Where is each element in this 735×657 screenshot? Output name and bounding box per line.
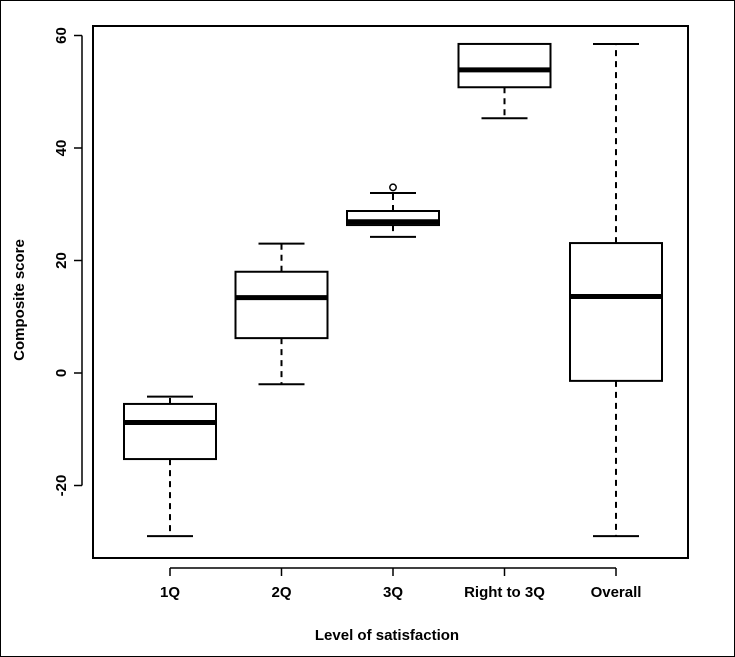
y-axis-title: Composite score [11, 239, 28, 361]
box-iqr [457, 42, 552, 89]
box-group [123, 395, 217, 538]
y-tick-label: -20 [53, 475, 70, 497]
box-group [346, 183, 440, 238]
box-iqr [234, 270, 329, 340]
x-tick-label: Overall [591, 584, 642, 601]
y-tick-label: 40 [53, 140, 70, 157]
box-iqr [123, 402, 217, 461]
boxes-layer [123, 42, 663, 538]
x-tick-label: 3Q [383, 584, 403, 601]
box-group [569, 42, 663, 538]
plot-area-border [92, 25, 689, 559]
outlier-point [389, 183, 397, 192]
x-axis-title: Level of satisfaction [315, 627, 459, 644]
box-group [234, 242, 329, 386]
y-axis: -20 0 20 40 60 [53, 27, 83, 497]
y-tick-label: 0 [53, 369, 70, 377]
x-tick-label: Right to 3Q [464, 584, 545, 601]
box-group [457, 42, 552, 120]
x-tick-label: 1Q [160, 584, 180, 601]
box-iqr [569, 242, 663, 382]
y-tick-label: 60 [53, 27, 70, 44]
x-axis: 1Q 2Q 3Q Right to 3Q Overall [160, 567, 642, 601]
x-tick-label: 2Q [271, 584, 291, 601]
y-tick-label: 20 [53, 252, 70, 269]
